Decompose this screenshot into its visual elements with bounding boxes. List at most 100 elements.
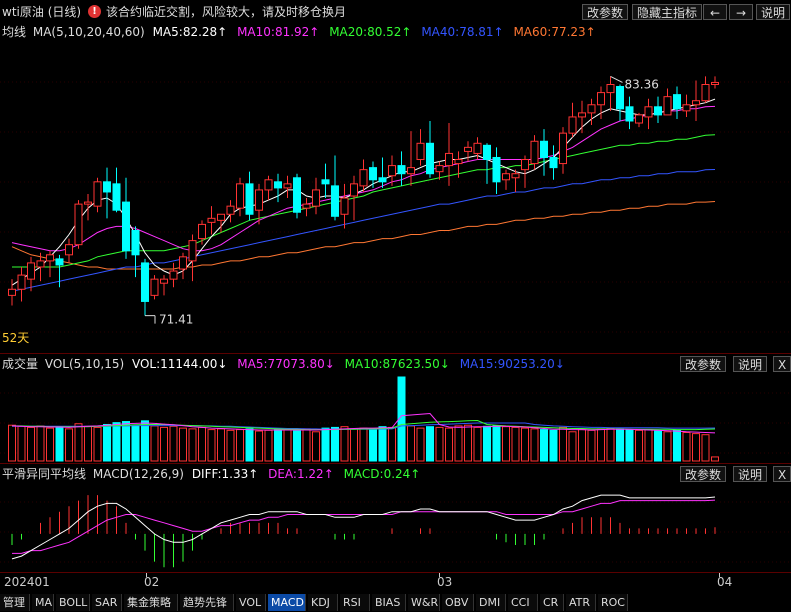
- macd-chart[interactable]: [0, 482, 791, 572]
- arrow-left-button[interactable]: ←: [703, 4, 727, 20]
- tab-wr[interactable]: W&R: [408, 594, 440, 611]
- tab-rsi[interactable]: RSI: [340, 594, 370, 611]
- volume-bar: [416, 427, 425, 462]
- candle-body: [711, 81, 719, 85]
- volume-chart[interactable]: [0, 373, 791, 463]
- candle-body: [141, 262, 149, 302]
- help-button[interactable]: 说明: [756, 4, 791, 20]
- volume-bar: [435, 426, 444, 462]
- candle-body: [169, 270, 178, 280]
- candle-body: [416, 142, 425, 161]
- vol-change-params-button[interactable]: 改参数: [680, 356, 727, 372]
- separator-price-volume: [0, 353, 791, 354]
- tab-kdj[interactable]: KDJ: [308, 594, 338, 611]
- macd-change-params-button[interactable]: 改参数: [680, 466, 727, 482]
- volume-bar: [397, 376, 406, 462]
- candle-body: [435, 165, 444, 173]
- volume-legend: 成交量 VOL(5,10,15) VOL:11144.00↓ MA5:77073…: [2, 355, 791, 373]
- candle-body: [549, 156, 558, 169]
- arrow-right-button[interactable]: →: [729, 4, 753, 20]
- volume-bar: [663, 431, 672, 462]
- macd-help-button[interactable]: 说明: [733, 466, 768, 482]
- low-price-label: 71.41: [159, 313, 193, 327]
- x-label-03: 03: [437, 575, 453, 589]
- ma10-value: MA10:81.92↑: [237, 25, 320, 39]
- tab-sar[interactable]: SAR: [92, 594, 122, 611]
- tab-macd[interactable]: MACD: [268, 594, 306, 611]
- volume-bar: [407, 425, 415, 462]
- volume-bar: [188, 428, 197, 462]
- tab-obv[interactable]: OBV: [442, 594, 474, 611]
- candle-body: [388, 165, 396, 177]
- hide-main-indicator-button[interactable]: 隐藏主指标: [632, 4, 703, 20]
- ma20-value: MA20:80.52↑: [329, 25, 412, 39]
- tab-item-4[interactable]: 集金策略: [124, 594, 178, 611]
- volume-bar: [55, 426, 64, 462]
- macd-params: MACD(12,26,9): [92, 467, 184, 481]
- tab-cci[interactable]: CCI: [508, 594, 538, 611]
- tab-roc[interactable]: ROC: [598, 594, 628, 611]
- volume-bar: [112, 422, 121, 462]
- tab-atr[interactable]: ATR: [566, 594, 596, 611]
- volume-bar: [350, 428, 358, 462]
- tab-boll[interactable]: BOLL: [56, 594, 90, 611]
- volume-bar: [711, 456, 719, 462]
- tab-item-5[interactable]: 趋势先锋: [180, 594, 234, 611]
- change-params-button[interactable]: 改参数: [582, 4, 629, 20]
- candle-body: [464, 146, 472, 152]
- candle-body: [84, 201, 92, 205]
- candle-body: [397, 165, 406, 175]
- candle-body: [8, 288, 16, 296]
- candle-body: [597, 92, 605, 106]
- macd-close-button[interactable]: X: [773, 466, 791, 482]
- tab-vol[interactable]: VOL: [236, 594, 266, 611]
- tab-dmi[interactable]: DMI: [476, 594, 506, 611]
- ma5-value: MA5:82.28↑: [152, 25, 228, 39]
- volume-bar: [17, 425, 26, 462]
- tab-item-0[interactable]: 管理: [0, 594, 30, 611]
- candle-body: [530, 140, 539, 165]
- vol-ma5-value: MA5:77073.80↓: [237, 357, 335, 371]
- volume-bar: [255, 430, 263, 462]
- x-label-202401: 202401: [4, 575, 50, 589]
- candle-body: [654, 106, 662, 116]
- vol-params: VOL(5,10,15): [44, 357, 125, 371]
- candle-body: [673, 94, 681, 110]
- candle-body: [17, 274, 26, 290]
- candle-body: [207, 217, 216, 223]
- vol-ma10-line: [12, 419, 716, 431]
- volume-bar: [103, 423, 111, 462]
- volume-bar: [293, 430, 301, 462]
- volume-bar: [654, 430, 662, 462]
- candle-body: [625, 106, 634, 122]
- candle-body: [264, 179, 273, 191]
- volume-bar: [616, 428, 624, 462]
- macd-legend: 平滑异同平均线 MACD(12,26,9) DIFF:1.33↑ DEA:1.2…: [2, 465, 791, 483]
- x-axis: 202401 02 03 04: [0, 572, 791, 593]
- x-tick-04: [719, 573, 720, 577]
- volume-bar: [530, 428, 539, 462]
- candle-body: [407, 167, 415, 175]
- volume-bar: [169, 425, 178, 462]
- candle-body: [198, 223, 206, 240]
- vol-value: VOL:11144.00↓: [131, 357, 228, 371]
- volume-bar: [331, 426, 339, 462]
- volume-bar: [359, 427, 368, 462]
- volume-bar: [65, 428, 73, 462]
- volume-bar: [549, 429, 558, 462]
- diff-line: [11, 494, 716, 560]
- candle-body: [112, 183, 121, 211]
- vol-close-button[interactable]: X: [773, 356, 791, 372]
- volume-bar: [521, 427, 529, 462]
- price-chart[interactable]: 83.36 71.41 52天: [0, 42, 791, 352]
- dea-value: DEA:1.22↑: [268, 467, 334, 481]
- candle-body: [635, 114, 643, 124]
- tab-bias[interactable]: BIAS: [372, 594, 406, 611]
- candle-body: [283, 183, 292, 189]
- vol-help-button[interactable]: 说明: [733, 356, 768, 372]
- tab-ma[interactable]: MA: [32, 594, 54, 611]
- volume-bar: [369, 429, 377, 462]
- volume-bar: [93, 426, 102, 462]
- candle-body: [331, 185, 339, 217]
- tab-cr[interactable]: CR: [540, 594, 564, 611]
